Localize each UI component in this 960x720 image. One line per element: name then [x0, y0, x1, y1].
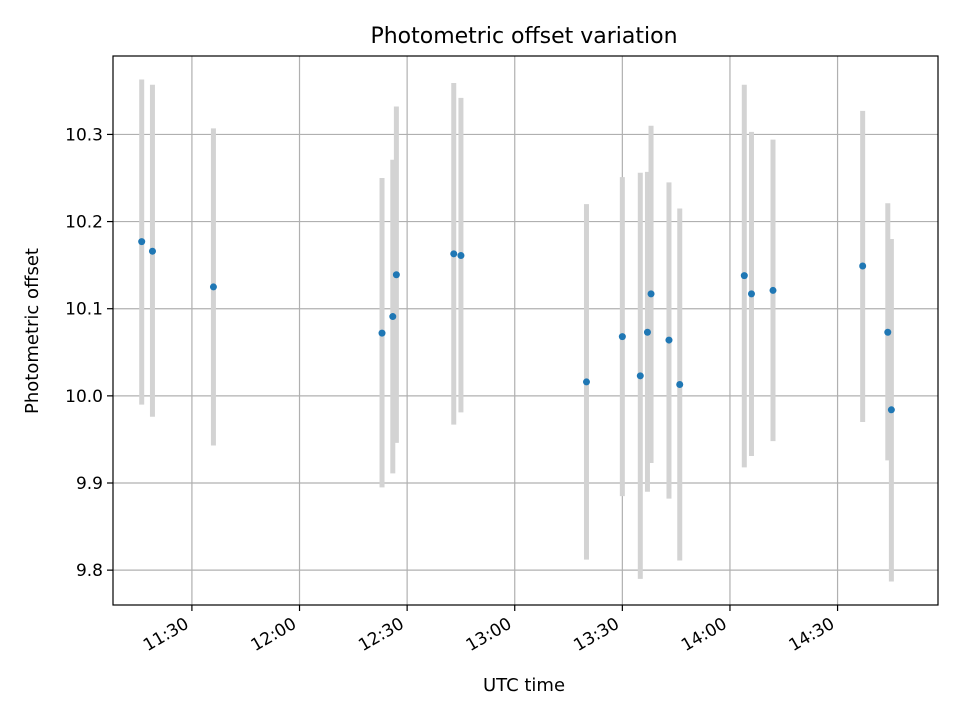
y-tick-label: 10.3 — [65, 125, 103, 145]
data-point — [884, 328, 892, 336]
y-tick-label: 9.9 — [76, 474, 103, 494]
y-tick-label: 10.0 — [65, 387, 103, 407]
y-tick-label: 9.8 — [76, 561, 103, 581]
x-tick-label: 14:30 — [786, 614, 838, 656]
data-point — [643, 328, 651, 336]
x-tick-label: 11:30 — [140, 614, 192, 656]
data-point — [676, 381, 684, 389]
data-point — [209, 283, 217, 291]
x-axis-ticks: 11:30 12:00 12:30 13:00 13:30 14:00 14:30 — [140, 605, 839, 656]
data-point — [665, 336, 673, 344]
data-point — [138, 238, 146, 246]
y-tick-label: 10.2 — [65, 213, 103, 233]
data-point — [859, 262, 867, 270]
error-bars — [139, 79, 894, 582]
y-axis-label: Photometric offset — [22, 248, 43, 414]
x-tick-label: 12:30 — [355, 614, 407, 656]
data-point — [378, 329, 386, 337]
data-point — [647, 290, 655, 298]
data-point — [148, 247, 156, 255]
data-point — [887, 406, 895, 414]
data-point — [618, 333, 626, 341]
data-point — [392, 271, 400, 279]
x-tick-label: 13:30 — [570, 614, 622, 656]
grid — [113, 56, 938, 605]
data-point — [740, 272, 748, 280]
data-point — [769, 286, 777, 294]
y-tick-label: 10.1 — [65, 300, 103, 320]
data-point — [457, 252, 465, 260]
data-point — [636, 372, 644, 380]
data-point — [582, 378, 590, 386]
x-tick-label: 12:00 — [248, 614, 300, 656]
data-point — [389, 313, 397, 321]
x-tick-label: 14:00 — [678, 614, 730, 656]
y-axis-ticks: 9.8 9.9 10.0 10.1 10.2 10.3 — [65, 125, 113, 581]
data-point — [450, 250, 458, 258]
plot-frame — [112, 55, 939, 606]
data-points — [138, 238, 895, 414]
chart-title: Photometric offset variation — [370, 24, 677, 49]
x-axis-label: UTC time — [483, 675, 565, 696]
data-point — [747, 290, 755, 298]
x-tick-label: 13:00 — [463, 614, 515, 656]
